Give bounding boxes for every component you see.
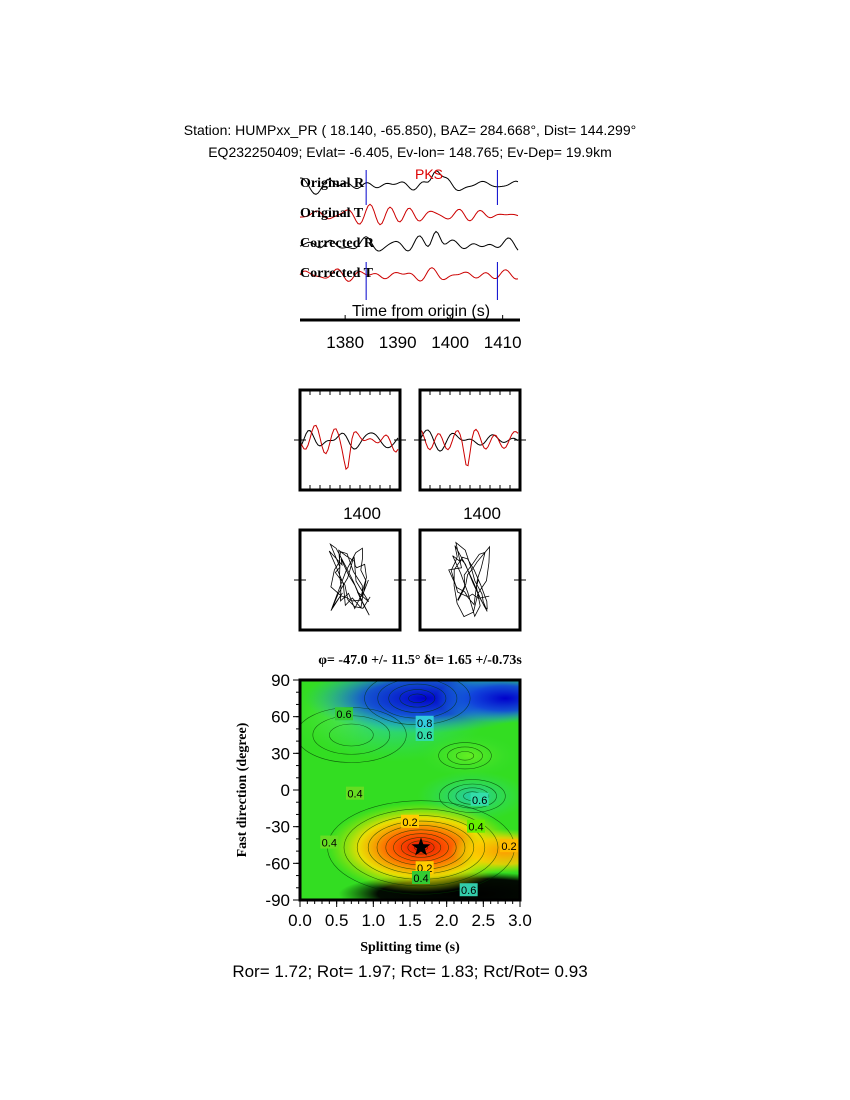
contour-line: [408, 693, 427, 704]
x-tick-label: 1.5: [398, 911, 422, 930]
y-tick-label: 30: [271, 744, 290, 763]
contour-label: 0.8: [417, 718, 432, 730]
particle-motion-frame: [298, 528, 402, 632]
contour-label: 0.4: [347, 789, 362, 801]
contour-label: 0.4: [413, 873, 428, 885]
x-tick-label: 1380: [326, 333, 364, 352]
y-tick-label: 90: [271, 671, 290, 690]
contour-line: [329, 723, 374, 747]
contour-label: 0.4: [468, 822, 483, 834]
trace-label: Original R: [300, 176, 365, 191]
time-axis-label: Time from origin (s): [352, 303, 490, 320]
y-tick-label: -30: [265, 818, 290, 837]
y-tick-label: -60: [265, 854, 290, 873]
ratio-summary: Ror= 1.72; Rot= 1.97; Rct= 1.83; Rct/Rot…: [232, 962, 588, 981]
contour-label-bg: [415, 728, 434, 741]
y-tick-label: -90: [265, 891, 290, 910]
contour-line: [447, 746, 483, 765]
contour-label: 0.2: [501, 841, 516, 853]
contour-label: 0.6: [472, 795, 487, 807]
contour-label-bg: [335, 707, 353, 721]
seismogram-traces: Original R Original T Corrected R Corrected…: [299, 166, 522, 352]
trace-original-r: [299, 170, 519, 195]
panel-trace: [299, 424, 399, 471]
trace-label: Original T: [300, 206, 364, 221]
particle-motion-trace: [328, 542, 371, 616]
particle-motion-trace: [448, 541, 491, 618]
panel-trace: [419, 429, 519, 452]
contour-label: 0.6: [336, 709, 351, 721]
trace-label: Corrected R: [300, 236, 375, 251]
x-tick-label: 1400: [431, 333, 469, 352]
contour-label-bg: [467, 819, 485, 833]
contour-label-bg: [320, 835, 339, 849]
trace-corrected-t: [299, 267, 519, 282]
heatmap-blob: [418, 733, 519, 778]
contour-line: [438, 742, 492, 770]
panel-trace: [419, 428, 519, 467]
y-tick-label: 0: [281, 781, 290, 800]
event-info: EQ232250409; Evlat= -6.405, Ev-lon= 148.…: [208, 144, 612, 160]
heatmap-blob: [435, 680, 520, 724]
contour-label: 0.6: [417, 730, 432, 742]
waveform-panels: 1400 1400: [294, 388, 526, 632]
energy-contour-plot: 0.60.80.60.40.60.2 0.40.4 0.20.20.40.60.0 0…: [265, 671, 532, 930]
contour-label-bg: [459, 883, 478, 897]
station-info: Station: HUMPxx_PR ( 18.140, -65.850), B…: [183, 122, 637, 138]
contour-line: [388, 683, 447, 713]
contour-line: [439, 779, 506, 813]
x-tick-label: 1.0: [362, 911, 386, 930]
splitting-result-title: φ= -47.0 +/- 11.5° δt= 1.65 +/-0.73s: [318, 653, 522, 668]
x-tick-label: 0.0: [288, 911, 312, 930]
trace-original-t: [299, 203, 519, 226]
y-axis-label: Fast direction (degree): [235, 722, 250, 858]
x-tick-label: 2.0: [435, 911, 459, 930]
particle-motion-frame: [418, 528, 522, 632]
contour-label-bg: [412, 871, 430, 884]
contour-label-bg: [415, 715, 434, 729]
panel-tick-label: 1400: [343, 504, 381, 523]
contour-line: [447, 783, 497, 809]
contour-label-bg: [401, 814, 419, 828]
contour-line: [399, 689, 436, 708]
best-fit-star-icon: [411, 837, 431, 856]
phase-label: PKS: [415, 166, 443, 182]
contour-label-bg: [415, 861, 434, 875]
y-tick-label: 60: [271, 708, 290, 727]
contour-label: 0.4: [322, 838, 337, 850]
heatmap-field: [300, 680, 520, 900]
x-tick-label: 3.0: [508, 911, 532, 930]
contour-label-bg: [346, 786, 364, 800]
x-axis-label: Splitting time (s): [360, 940, 460, 955]
trace-corrected-r: [299, 230, 519, 252]
contour-label: 0.6: [461, 885, 476, 897]
x-tick-label: 1410: [484, 333, 522, 352]
contour-label: 0.2: [402, 817, 417, 829]
x-tick-label: 1390: [379, 333, 417, 352]
contour-line: [343, 808, 499, 887]
x-tick-label: 2.5: [472, 911, 496, 930]
contour-label-bg: [500, 839, 518, 853]
x-tick-label: 0.5: [325, 911, 349, 930]
trace-label: Corrected T: [300, 266, 374, 281]
contour-line: [393, 833, 449, 862]
contour-line: [455, 751, 475, 761]
panel-trace: [299, 430, 399, 450]
contour-label-bg: [470, 792, 489, 806]
panel-tick-label: 1400: [463, 504, 501, 523]
